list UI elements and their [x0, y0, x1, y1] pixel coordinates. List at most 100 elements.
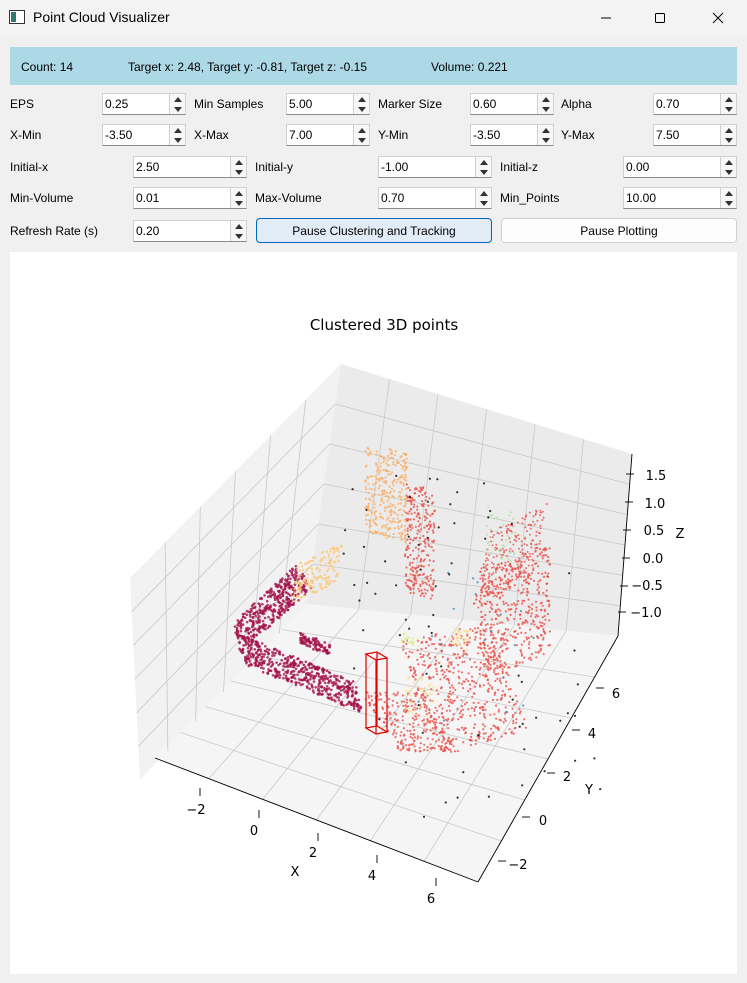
scatter-point: [400, 464, 403, 467]
eps-input[interactable]: [103, 94, 171, 114]
scatter-point: [543, 631, 546, 634]
x-min-spinbox[interactable]: [102, 124, 186, 146]
x-max-input[interactable]: [287, 125, 355, 145]
marker-size-down[interactable]: [538, 104, 553, 114]
min-volume-down[interactable]: [231, 198, 246, 208]
scatter-point: [410, 641, 413, 644]
marker-size-input[interactable]: [471, 94, 539, 114]
scatter-point: [439, 703, 443, 706]
min-volume-input[interactable]: [134, 188, 232, 208]
x-max-down[interactable]: [354, 135, 369, 145]
x-min-input[interactable]: [103, 125, 171, 145]
initial-x-down[interactable]: [231, 167, 246, 177]
scatter-point: [241, 615, 245, 619]
y-min-input[interactable]: [471, 125, 539, 145]
refresh-rate-down[interactable]: [231, 231, 246, 241]
min-samples-down[interactable]: [354, 104, 369, 114]
min-points-spinbox[interactable]: [623, 187, 737, 209]
scatter-point: [395, 481, 398, 484]
refresh-rate-up[interactable]: [231, 221, 246, 231]
scatter-point: [481, 706, 484, 709]
y-max-down[interactable]: [721, 135, 736, 145]
scatter-point: [405, 701, 409, 704]
scatter-point: [497, 591, 500, 594]
scatter-point: [283, 611, 286, 614]
alpha-down[interactable]: [721, 104, 736, 114]
scatter-point: [431, 719, 434, 723]
scatter-point: [495, 555, 498, 558]
initial-x-spinbox[interactable]: [133, 156, 247, 178]
x-max-up[interactable]: [354, 125, 369, 135]
close-button[interactable]: [695, 0, 741, 36]
scatter-point: [515, 718, 518, 721]
scatter-point: [407, 711, 410, 714]
scatter-point: [535, 716, 538, 719]
scatter-point: [337, 550, 341, 553]
minimize-button[interactable]: [583, 0, 629, 36]
scatter-point: [286, 600, 290, 603]
pause-plotting-button[interactable]: Pause Plotting: [501, 218, 737, 243]
scatter-point: [392, 495, 395, 498]
initial-x-up[interactable]: [231, 157, 246, 167]
y-max-spinbox[interactable]: [653, 124, 737, 146]
initial-y-input[interactable]: [379, 157, 477, 177]
initial-z-up[interactable]: [721, 157, 736, 167]
scatter-point: [234, 631, 237, 635]
initial-z-input[interactable]: [624, 157, 722, 177]
scatter-point: [263, 653, 267, 656]
grid-line: [329, 443, 628, 516]
maximize-button[interactable]: [637, 0, 683, 36]
scatter-point: [397, 527, 400, 530]
y-min-up[interactable]: [538, 125, 553, 135]
eps-spinbox[interactable]: [102, 93, 186, 115]
min-samples-spinbox[interactable]: [286, 93, 370, 115]
plot-canvas[interactable]: Clustered 3D points X Y Z −2 0 2 4 6 −2 …: [10, 252, 737, 974]
eps-down[interactable]: [170, 104, 185, 114]
scatter-point: [469, 714, 472, 717]
refresh-rate-input[interactable]: [134, 221, 232, 241]
max-volume-input[interactable]: [379, 188, 477, 208]
min-points-down[interactable]: [721, 198, 736, 208]
y-max-up[interactable]: [721, 125, 736, 135]
alpha-input[interactable]: [654, 94, 722, 114]
scatter-point: [484, 566, 487, 569]
min-points-up[interactable]: [721, 188, 736, 198]
y-min-spinbox[interactable]: [470, 124, 554, 146]
initial-y-up[interactable]: [476, 157, 491, 167]
alpha-up[interactable]: [721, 94, 736, 104]
initial-z-spinbox[interactable]: [623, 156, 737, 178]
initial-y-down[interactable]: [476, 167, 491, 177]
eps-up[interactable]: [170, 94, 185, 104]
initial-z-down[interactable]: [721, 167, 736, 177]
scatter-point: [532, 569, 535, 572]
refresh-rate-spinbox[interactable]: [133, 220, 247, 242]
alpha-spinbox[interactable]: [653, 93, 737, 115]
initial-y-spinbox[interactable]: [378, 156, 492, 178]
min-volume-up[interactable]: [231, 188, 246, 198]
scatter-point: [470, 732, 473, 735]
scatter-point: [405, 707, 408, 710]
x-max-spinbox[interactable]: [286, 124, 370, 146]
scatter-point: [429, 720, 432, 723]
max-volume-up[interactable]: [476, 188, 491, 198]
min-samples-input[interactable]: [287, 94, 355, 114]
x-min-down[interactable]: [170, 135, 185, 145]
min-volume-spinbox[interactable]: [133, 187, 247, 209]
scatter-point: [259, 626, 262, 629]
scatter-point: [324, 564, 327, 567]
pause-clustering-button[interactable]: Pause Clustering and Tracking: [256, 218, 492, 243]
scatter-point: [310, 663, 314, 666]
y-max-input[interactable]: [654, 125, 722, 145]
scatter-point: [505, 671, 508, 674]
max-volume-spinbox[interactable]: [378, 187, 492, 209]
marker-size-up[interactable]: [538, 94, 553, 104]
initial-x-input[interactable]: [134, 157, 232, 177]
min-samples-up[interactable]: [354, 94, 369, 104]
y-min-down[interactable]: [538, 135, 553, 145]
min-points-input[interactable]: [624, 188, 722, 208]
x-min-up[interactable]: [170, 125, 185, 135]
scatter-point: [247, 644, 251, 648]
marker-size-spinbox[interactable]: [470, 93, 554, 115]
max-volume-down[interactable]: [476, 198, 491, 208]
scatter-point: [310, 670, 314, 673]
